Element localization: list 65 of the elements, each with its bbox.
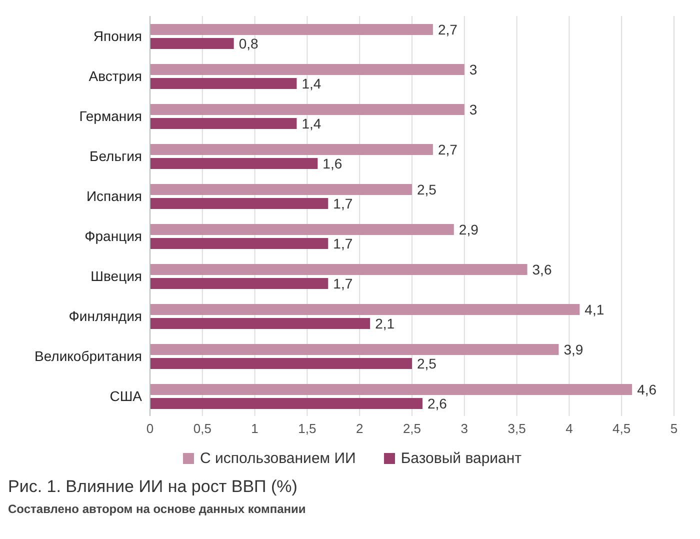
y-tick-label: Франция	[84, 228, 142, 244]
legend-label: Базовый вариант	[400, 450, 522, 467]
x-tick-label: 1	[251, 421, 258, 436]
data-label: 4,1	[584, 301, 604, 318]
bar	[150, 384, 632, 395]
bar	[150, 278, 328, 289]
bar	[150, 238, 328, 249]
data-label: 0,8	[238, 35, 259, 52]
bar	[150, 64, 464, 75]
x-tick-label: 3	[460, 421, 468, 436]
bar	[150, 104, 464, 115]
bar	[150, 38, 234, 49]
y-tick-label: Австрия	[88, 68, 142, 84]
bar	[150, 358, 412, 369]
data-label: 4,6	[637, 381, 657, 398]
data-label: 1,7	[333, 195, 353, 212]
bar	[150, 118, 297, 129]
text: Составлено автором на основе данных компании	[8, 502, 307, 516]
x-tick-label: 1,5	[298, 421, 316, 436]
x-tick-label: 0,5	[193, 421, 212, 436]
bar	[150, 158, 318, 169]
y-tick-label: Финляндия	[68, 308, 142, 324]
x-tick-label: 3,5	[508, 421, 526, 436]
data-label: 2,7	[438, 141, 458, 158]
bar	[150, 24, 433, 35]
x-tick-label: 2	[356, 421, 364, 436]
data-label: 3,9	[564, 341, 584, 358]
y-tick-label: США	[110, 388, 143, 404]
y-tick-label: Бельгия	[90, 148, 142, 164]
data-label: 1,4	[302, 115, 322, 132]
bar	[150, 398, 422, 409]
data-label: 3,6	[532, 261, 552, 278]
data-label: 1,7	[333, 275, 353, 292]
bar	[150, 264, 528, 275]
y-tick-label: Германия	[79, 108, 142, 124]
x-tick-label: 4	[566, 421, 573, 436]
data-label: 1,6	[322, 155, 342, 172]
data-label: 1,4	[302, 75, 322, 92]
bar	[150, 184, 412, 195]
bar	[150, 144, 433, 155]
data-label: 3	[469, 101, 478, 118]
x-tick-label: 4,5	[612, 421, 631, 436]
text: Рис. 1. Влияние ИИ на рост ВВП (%)	[8, 477, 298, 497]
legend-label: С использованием ИИ	[199, 450, 356, 467]
y-tick-label: Швеция	[90, 268, 142, 284]
y-tick-label: Великобритания	[34, 348, 142, 364]
bar	[150, 344, 559, 355]
data-label: 2,1	[375, 315, 395, 332]
data-label: 3	[469, 61, 478, 78]
x-tick-label: 0	[146, 421, 154, 436]
bar	[150, 304, 580, 315]
data-label: 2,9	[458, 221, 479, 238]
data-label: 2,7	[438, 21, 458, 38]
bar	[150, 318, 370, 329]
data-label: 2,6	[427, 395, 448, 412]
bar	[150, 78, 297, 89]
y-tick-label: Испания	[86, 188, 142, 204]
bar	[150, 198, 328, 209]
x-tick-label: 5	[670, 421, 678, 436]
data-label: 2,5	[417, 355, 437, 372]
data-label: 2,5	[417, 181, 437, 198]
bar	[150, 224, 454, 235]
y-tick-label: Япония	[93, 28, 142, 44]
x-tick-label: 2,5	[402, 421, 422, 436]
data-label: 1,7	[333, 235, 353, 252]
